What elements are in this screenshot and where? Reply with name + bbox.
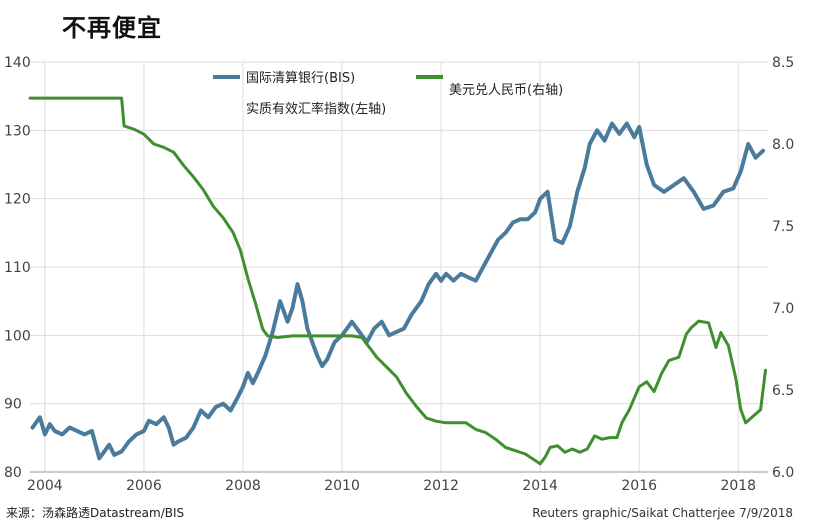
y-left-tick-label: 130: [4, 123, 31, 139]
legend-label-bis-line2: 实质有效汇率指数(左轴): [246, 101, 386, 117]
chart-title: 不再便宜: [62, 14, 162, 42]
y-right-tick-label: 7.5: [772, 219, 794, 235]
axis-tick-labels: 80 90 100 110 120 130 140 6.0 6.5 7.0 7.5 8.0 8.5 200…: [4, 55, 794, 494]
x-tick-label: 2016: [621, 478, 657, 494]
legend-label-usdcny: 美元兑人民币(右轴): [449, 83, 563, 98]
legend-label-bis: 国际清算银行(BIS): [246, 71, 355, 86]
y-right-tick-label: 6.0: [772, 465, 794, 481]
source-note: 来源：汤森路透Datastream/BIS: [6, 506, 185, 520]
y-right-tick-label: 6.5: [772, 383, 794, 399]
y-left-tick-label: 140: [4, 55, 31, 71]
y-right-tick-label: 8.5: [772, 55, 794, 71]
x-tick-label: 2006: [126, 478, 162, 494]
legend: 国际清算银行(BIS) 实质有效汇率指数(左轴) 美元兑人民币(右轴): [213, 71, 563, 117]
y-right-tick-label: 7.0: [772, 301, 794, 317]
y-left-tick-label: 90: [4, 397, 22, 413]
x-tick-label: 2008: [225, 478, 261, 494]
credit-note: Reuters graphic/Saikat Chatterjee 7/9/20…: [532, 506, 793, 520]
series-line-bis-reer: [30, 121, 765, 461]
x-tick-label: 2010: [324, 478, 360, 494]
y-right-tick-label: 8.0: [772, 137, 794, 153]
series-lines: [28, 96, 767, 466]
x-tick-label: 2018: [720, 478, 756, 494]
x-tick-label: 2012: [423, 478, 459, 494]
series-line-usd-cny: [28, 96, 767, 466]
gridlines: [30, 61, 768, 473]
x-tick-label: 2004: [27, 478, 63, 494]
x-tick-label: 2014: [522, 478, 558, 494]
y-left-tick-label: 110: [4, 260, 31, 276]
y-left-tick-label: 80: [4, 465, 22, 481]
y-left-tick-label: 100: [4, 328, 31, 344]
y-left-tick-label: 120: [4, 192, 31, 208]
